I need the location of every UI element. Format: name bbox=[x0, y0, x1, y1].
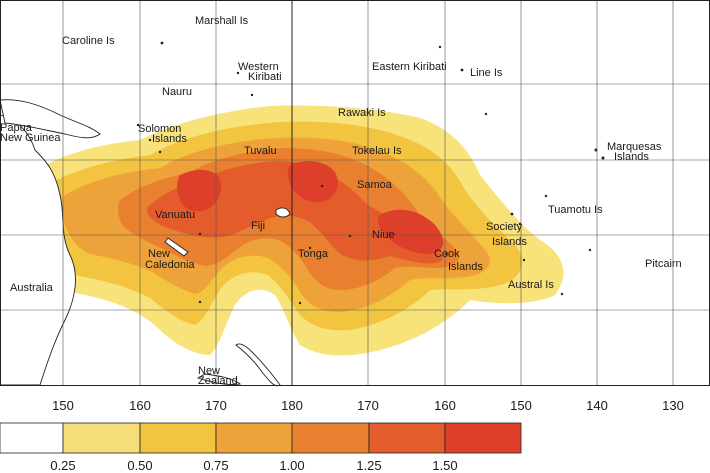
legend-break-050: 0.50 bbox=[127, 458, 152, 473]
label-new-zealand-1: New bbox=[198, 365, 220, 377]
legend-swatch-6 bbox=[444, 422, 522, 454]
australia-coast bbox=[0, 114, 76, 386]
graticule bbox=[0, 0, 710, 386]
label-marquesas-1: Marquesas bbox=[607, 141, 662, 153]
tick-150w: 150 bbox=[510, 398, 532, 413]
label-new-zealand-2: Zealand bbox=[198, 375, 238, 387]
legend-break-100: 1.00 bbox=[279, 458, 304, 473]
label-line-islands: Line Is bbox=[470, 67, 503, 79]
label-western-kiribati-2: Kiribati bbox=[248, 71, 282, 83]
legend-swatch-3 bbox=[215, 422, 293, 454]
label-society-2: Islands bbox=[492, 236, 527, 248]
tick-170w: 170 bbox=[357, 398, 379, 413]
legend-break-150: 1.50 bbox=[432, 458, 457, 473]
legend-swatch-1 bbox=[62, 422, 141, 454]
label-tokelau-islands: Tokelau Is bbox=[352, 145, 402, 157]
legend-swatch-5 bbox=[368, 422, 446, 454]
label-tonga: Tonga bbox=[298, 248, 329, 260]
label-nauru: Nauru bbox=[162, 86, 192, 98]
tick-160e: 160 bbox=[129, 398, 151, 413]
legend-swatch-2 bbox=[139, 422, 217, 454]
longitude-ticks: 150 160 170 180 170 160 150 140 130 bbox=[52, 398, 684, 413]
label-caroline-islands: Caroline Is bbox=[62, 35, 115, 47]
label-society-1: Society bbox=[486, 221, 523, 233]
label-cook-1: Cook bbox=[434, 248, 460, 260]
label-solomon-2: Islands bbox=[152, 133, 187, 145]
new-guinea-coast bbox=[0, 99, 101, 139]
label-pitcairn: Pitcairn bbox=[645, 258, 682, 270]
density-contours bbox=[15, 105, 564, 356]
label-samoa: Samoa bbox=[357, 179, 393, 191]
label-tuamotu-islands: Tuamotu Is bbox=[548, 204, 603, 216]
label-australia: Australia bbox=[10, 282, 54, 294]
label-austral-islands: Austral Is bbox=[508, 279, 554, 291]
label-marquesas-2: Islands bbox=[614, 151, 649, 163]
legend-swatch-4 bbox=[291, 422, 370, 454]
label-cook-2: Islands bbox=[448, 261, 483, 273]
label-papua-1: Papua bbox=[0, 122, 33, 134]
legend-break-075: 0.75 bbox=[203, 458, 228, 473]
legend-break-125: 1.25 bbox=[356, 458, 381, 473]
color-legend: 0.25 0.50 0.75 1.00 1.25 1.50 bbox=[0, 422, 522, 473]
tick-130w: 130 bbox=[662, 398, 684, 413]
legend-break-025: 0.25 bbox=[50, 458, 75, 473]
label-western-kiribati-1: Western bbox=[238, 61, 279, 73]
label-tuvalu: Tuvalu bbox=[244, 145, 277, 157]
contour-band-6 bbox=[177, 160, 444, 254]
label-marshall-islands: Marshall Is bbox=[195, 15, 249, 27]
island-dots bbox=[136, 41, 605, 305]
land-masses bbox=[0, 99, 291, 387]
legend-swatch-0 bbox=[0, 422, 64, 454]
tick-170e: 170 bbox=[205, 398, 227, 413]
fiji-coast bbox=[275, 207, 291, 218]
new-caledonia-coast bbox=[164, 237, 189, 257]
label-solomon-1: Solomon bbox=[138, 123, 181, 135]
label-vanuatu: Vanuatu bbox=[155, 209, 195, 221]
tick-180: 180 bbox=[281, 398, 303, 413]
label-new-caledonia-1: New bbox=[148, 248, 170, 260]
tick-140w: 140 bbox=[586, 398, 608, 413]
label-rawaki-islands: Rawaki Is bbox=[338, 107, 386, 119]
label-new-caledonia-2: Caledonia bbox=[145, 259, 195, 271]
label-eastern-kiribati: Eastern Kiribati bbox=[372, 61, 447, 73]
label-papua-2: New Guinea bbox=[0, 132, 61, 144]
place-labels: Marshall Is Caroline Is Western Kiribati… bbox=[0, 15, 682, 387]
label-fiji: Fiji bbox=[251, 220, 265, 232]
tick-160w: 160 bbox=[434, 398, 456, 413]
tick-150e: 150 bbox=[52, 398, 74, 413]
label-niue: Niue bbox=[372, 229, 395, 241]
